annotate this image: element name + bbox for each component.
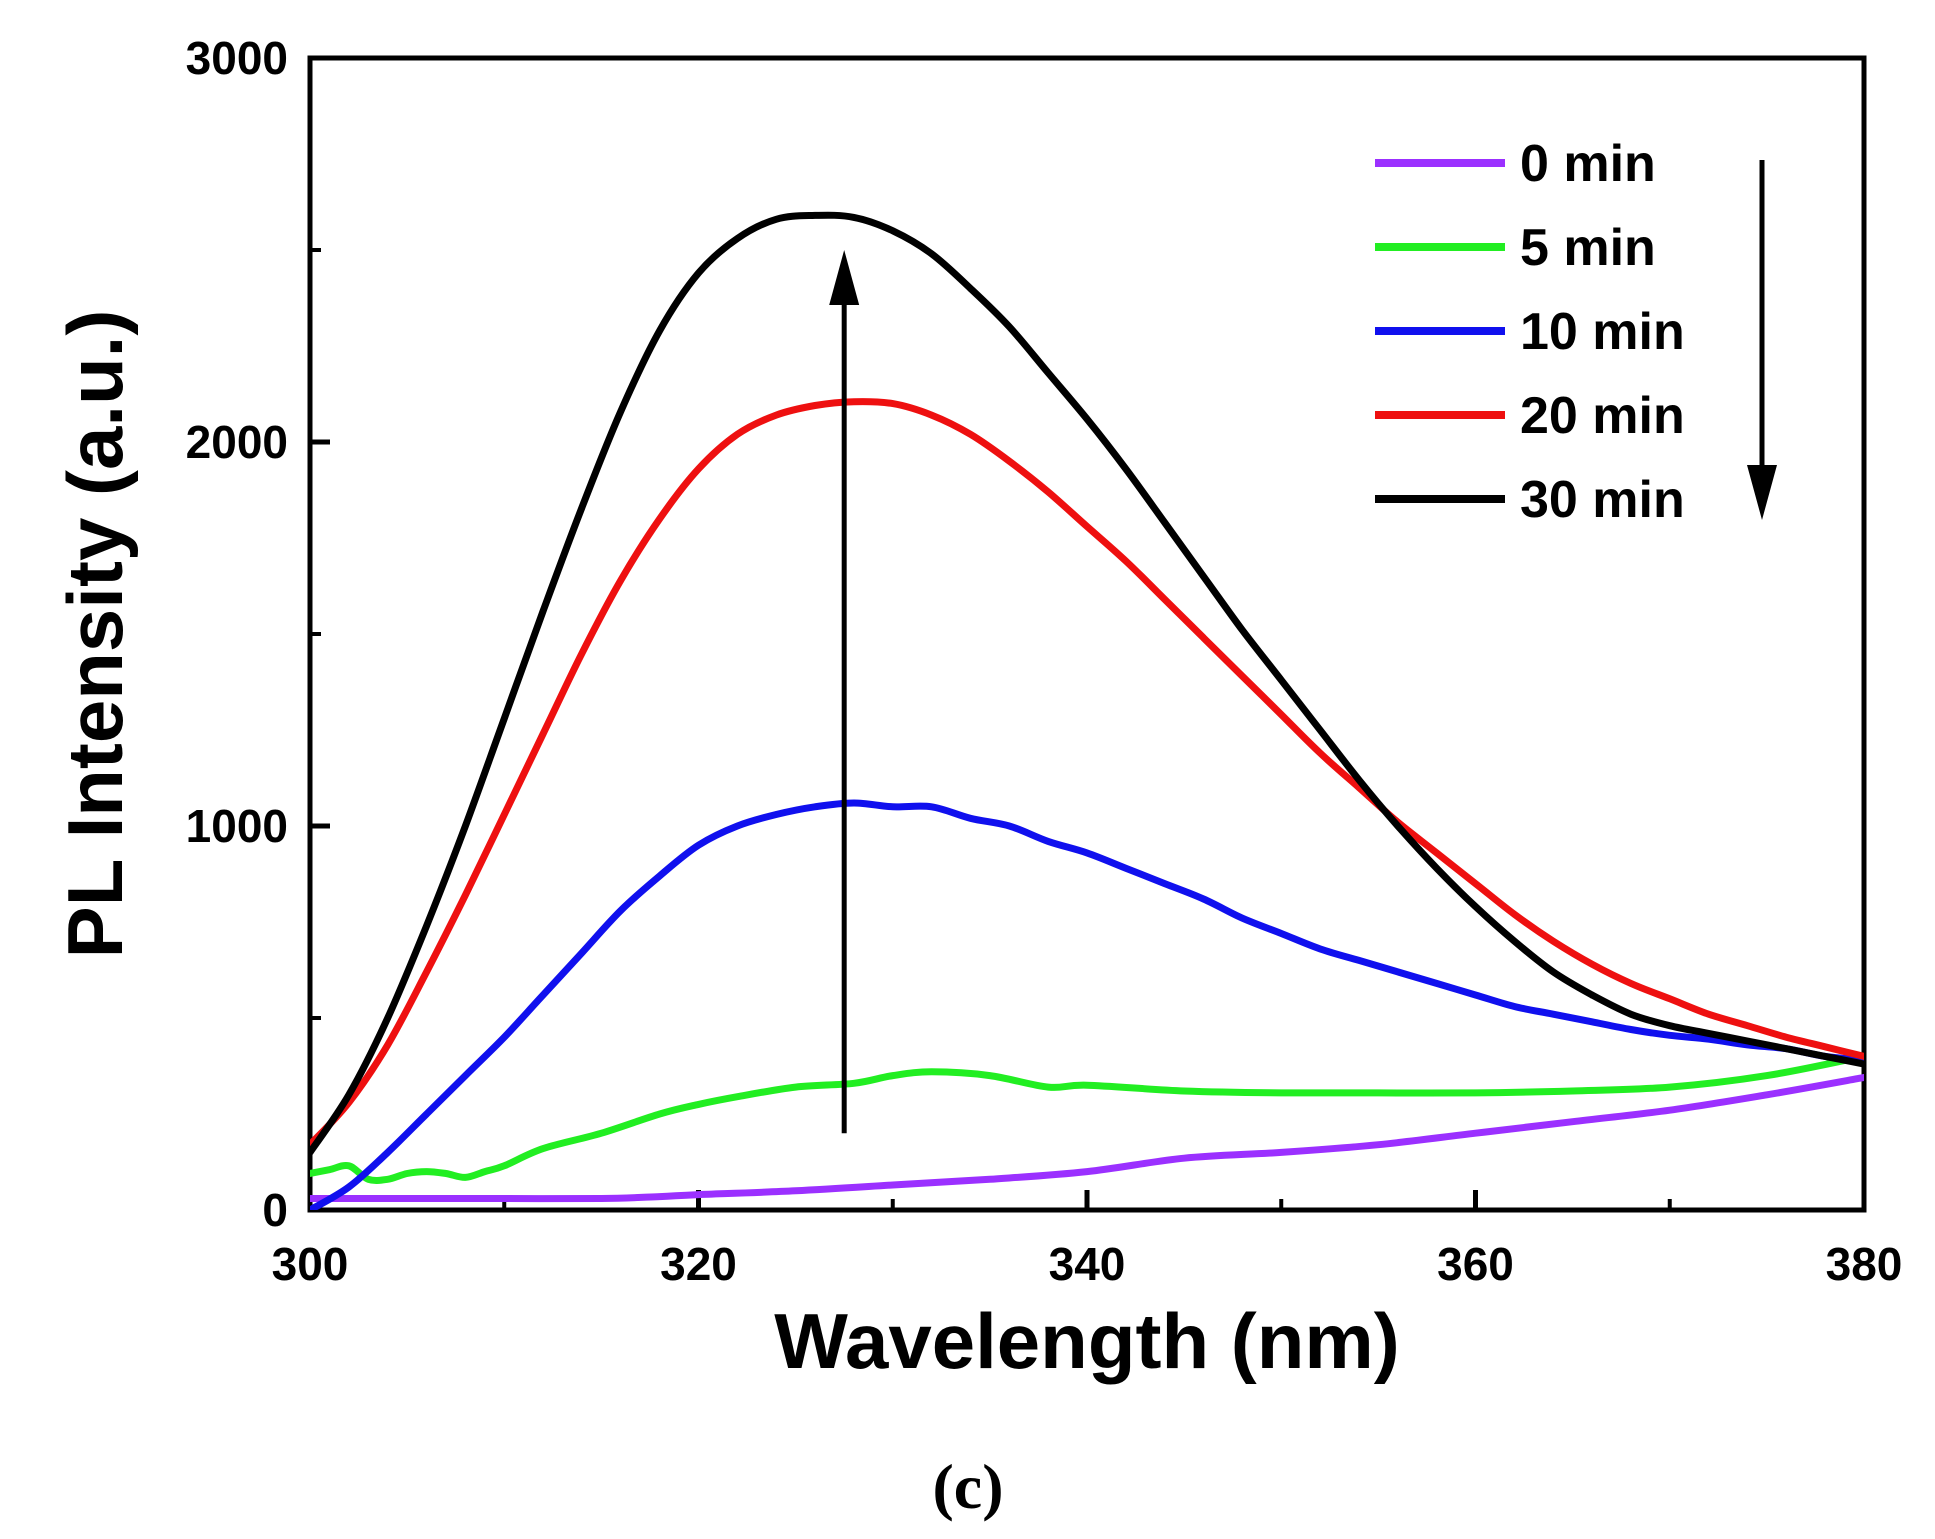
series-line-30-min — [310, 211, 1864, 1156]
legend-label: 20 min — [1520, 387, 1685, 445]
y-tick-label: 3000 — [186, 32, 288, 84]
y-tick-label: 0 — [262, 1184, 288, 1236]
legend: 0 min 5 min 10 min 20 min 30 min — [1375, 135, 1685, 529]
x-tick-label: 320 — [660, 1238, 737, 1290]
legend-label: 10 min — [1520, 303, 1685, 361]
order-arrow-head — [1747, 465, 1777, 520]
y-axis-title: PL Intensity (a.u.) — [51, 310, 139, 959]
x-tick-label: 380 — [1826, 1238, 1903, 1290]
series-line-20-min — [310, 398, 1864, 1149]
increase-arrow-head — [829, 250, 860, 305]
series-line-10-min — [310, 799, 1864, 1210]
x-axis-title: Wavelength (nm) — [774, 1297, 1399, 1385]
y-tick-label: 1000 — [186, 800, 288, 852]
x-tick-label: 340 — [1049, 1238, 1126, 1290]
x-tick-label: 300 — [272, 1238, 349, 1290]
series-layer — [310, 211, 1864, 1210]
legend-label: 30 min — [1520, 471, 1685, 529]
x-tick-label: 360 — [1437, 1238, 1514, 1290]
series-line-0-min — [310, 1074, 1864, 1203]
annotation-arrows — [829, 160, 1777, 1134]
axis-ticks: 300 320 340 360 380 0 1000 2000 3000 — [186, 32, 1903, 1290]
panel-label: (c) — [932, 1451, 1003, 1522]
legend-label: 5 min — [1520, 219, 1656, 277]
y-tick-label: 2000 — [186, 416, 288, 468]
series-line-5-min — [310, 1052, 1864, 1185]
legend-label: 0 min — [1520, 135, 1656, 193]
